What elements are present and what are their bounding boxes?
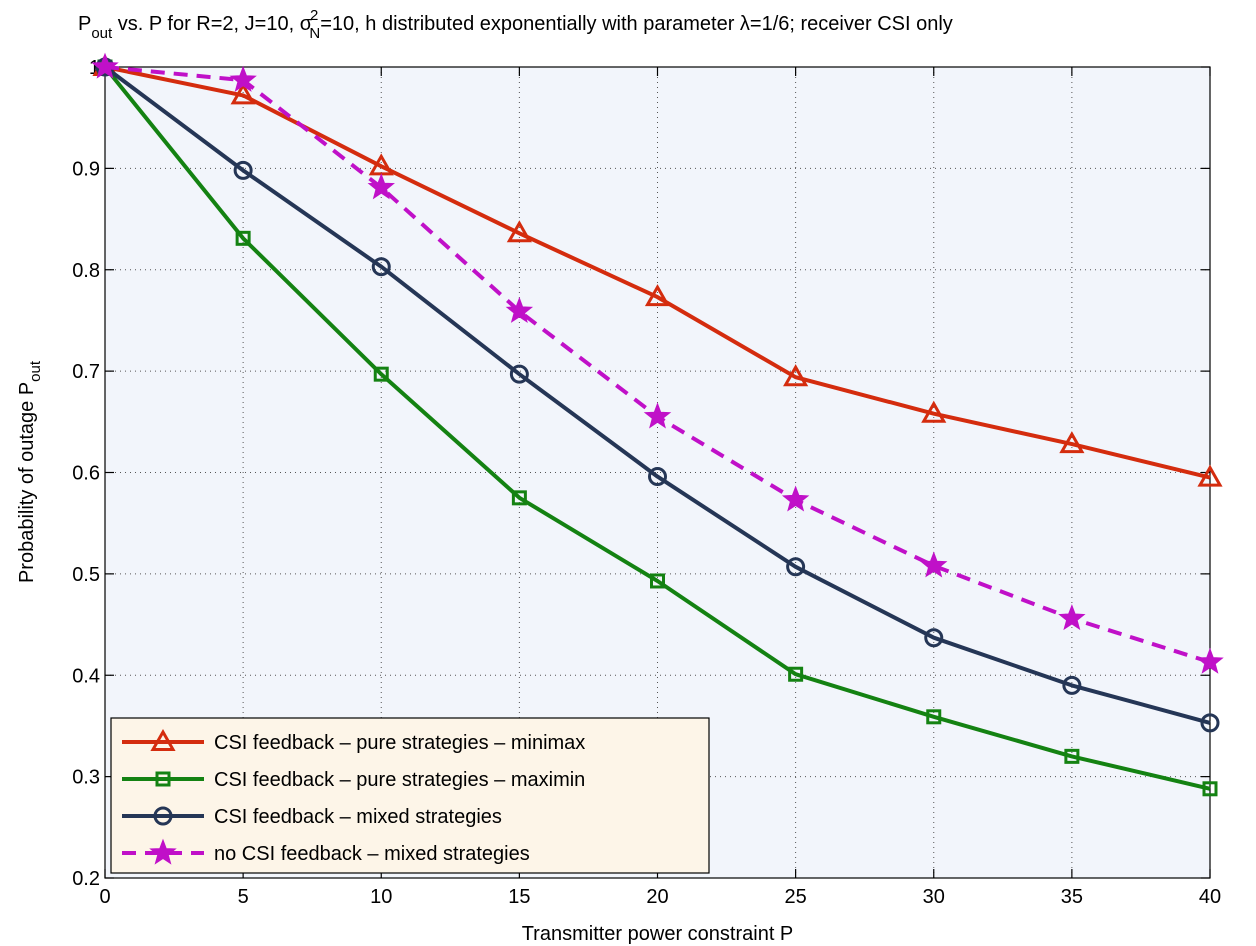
series-line — [103, 65, 1211, 725]
y-tick-label: 1 — [89, 57, 100, 79]
data-point — [788, 666, 804, 682]
data-point — [233, 160, 253, 180]
data-point — [920, 551, 948, 578]
data-point — [643, 402, 672, 429]
data-point — [505, 296, 534, 323]
data-point — [650, 573, 665, 589]
x-tick-label: 40 — [1199, 886, 1221, 908]
data-point — [1202, 781, 1218, 797]
data-point — [229, 65, 257, 92]
data-point — [367, 173, 395, 200]
data-point — [509, 364, 529, 384]
chart-title: Pout vs. P for R=2, J=10, σ2 N=10, h dist… — [78, 7, 953, 42]
legend-label: CSI feedback – pure strategies – minimax — [214, 732, 585, 754]
data-point — [373, 366, 389, 382]
x-tick-label: 15 — [508, 886, 530, 908]
legend-item: CSI feedback – mixed strategies — [122, 806, 502, 828]
legend-label: CSI feedback – mixed strategies — [214, 806, 502, 828]
data-point — [786, 557, 806, 577]
data-point — [1064, 748, 1080, 764]
data-point — [1059, 431, 1085, 454]
data-point — [1058, 604, 1086, 631]
data-point — [230, 82, 256, 105]
chart-title-text: Pout vs. P for R=2, J=10, σ2 N=10, h dist… — [78, 7, 953, 42]
data-point — [1200, 713, 1220, 733]
legend-item: CSI feedback – pure strategies – minimax — [122, 728, 585, 754]
data-point — [921, 400, 947, 423]
data-point — [91, 52, 119, 79]
legend-marker — [155, 771, 171, 787]
data-point — [1197, 464, 1223, 487]
data-point — [371, 257, 391, 277]
legend-marker — [149, 838, 177, 865]
x-axis-label: Transmitter power constraint P — [522, 923, 794, 945]
y-tick-label: 0.4 — [72, 665, 100, 687]
data-point — [644, 284, 671, 307]
x-tick-label: 10 — [370, 886, 392, 908]
data-point — [506, 220, 532, 243]
x-tick-label: 30 — [923, 886, 945, 908]
series-line — [104, 65, 1211, 480]
x-tick-label: 25 — [785, 886, 807, 908]
data-point — [926, 709, 942, 725]
legend-item: CSI feedback – pure strategies – maximin — [122, 769, 585, 791]
data-point — [781, 485, 810, 512]
legend-box — [110, 717, 710, 874]
data-point — [648, 467, 667, 487]
legend-label: CSI feedback – pure strategies – maximin — [214, 769, 585, 791]
y-axis-label: Probability of outage Pout — [16, 360, 44, 583]
data-point — [783, 364, 809, 387]
x-tick-label: 5 — [238, 886, 249, 908]
y-tick-label: 0.8 — [72, 260, 100, 282]
legend: CSI feedback – pure strategies – minimax… — [110, 717, 710, 874]
y-tick-label: 0.5 — [72, 564, 100, 586]
y-tick-label: 0.6 — [72, 463, 100, 485]
data-point — [1062, 675, 1082, 695]
y-tick-label: 0.2 — [72, 868, 100, 890]
legend-label: no CSI feedback – mixed strategies — [214, 843, 530, 865]
legend-marker — [150, 728, 176, 751]
y-tick-label: 0.7 — [72, 361, 100, 383]
data-point — [924, 628, 944, 648]
data-point — [511, 490, 527, 506]
data-point — [235, 230, 251, 246]
series-4 — [91, 52, 1224, 674]
legend-item: no CSI feedback – mixed strategies — [122, 838, 530, 865]
y-tick-label: 0.3 — [72, 767, 100, 789]
x-tick-label: 0 — [99, 886, 110, 908]
y-tick-label: 0.9 — [72, 158, 100, 180]
x-tick-label: 20 — [646, 886, 668, 908]
grid — [105, 67, 1210, 878]
data-point — [1196, 647, 1224, 674]
series-line — [103, 65, 1211, 791]
series-group — [91, 52, 1224, 797]
x-tick-label: 35 — [1061, 886, 1083, 908]
legend-marker — [153, 806, 173, 826]
